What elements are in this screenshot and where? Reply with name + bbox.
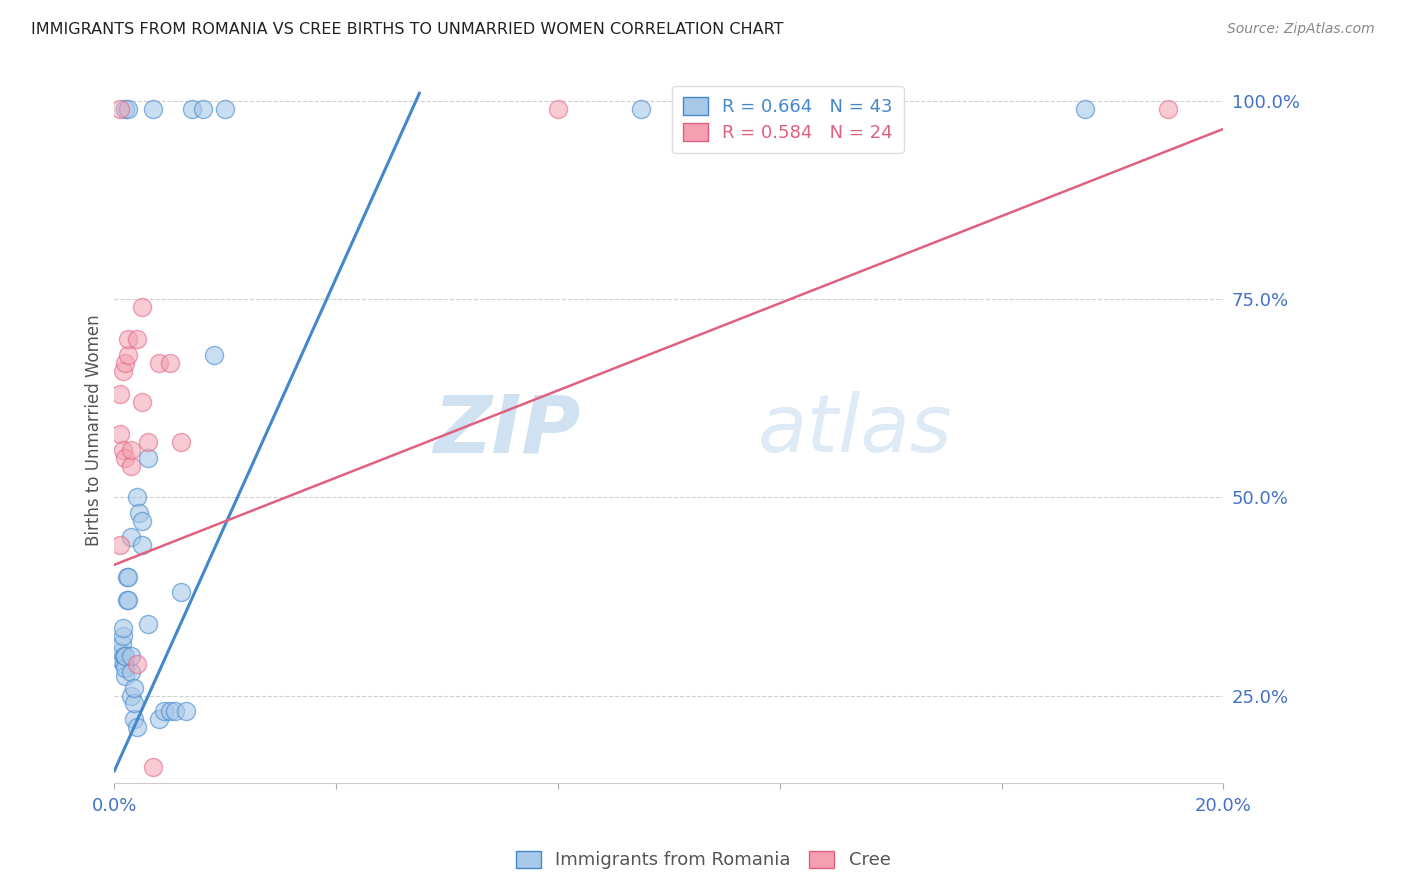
- Point: [111, 637, 134, 651]
- Point: [170, 434, 193, 449]
- Point: [111, 629, 134, 643]
- Point: [630, 102, 652, 116]
- Point: [181, 102, 204, 116]
- Point: [148, 712, 170, 726]
- Point: [142, 102, 165, 116]
- Point: [111, 363, 134, 377]
- Point: [117, 102, 139, 116]
- Point: [131, 395, 153, 409]
- Point: [125, 491, 148, 505]
- Point: [112, 657, 135, 671]
- Point: [110, 645, 132, 659]
- Point: [108, 538, 131, 552]
- Point: [131, 514, 153, 528]
- Point: [142, 760, 165, 774]
- Point: [120, 648, 142, 663]
- Point: [114, 102, 136, 116]
- Point: [112, 621, 135, 635]
- Point: [120, 530, 142, 544]
- Point: [136, 434, 159, 449]
- Point: [125, 332, 148, 346]
- Point: [1157, 102, 1180, 116]
- Point: [122, 712, 145, 726]
- Point: [120, 665, 142, 679]
- Point: [165, 704, 187, 718]
- Point: [1073, 102, 1095, 116]
- Point: [120, 442, 142, 457]
- Point: [110, 653, 132, 667]
- Point: [202, 348, 225, 362]
- Point: [112, 648, 135, 663]
- Point: [214, 102, 236, 116]
- Point: [131, 300, 153, 314]
- Point: [128, 506, 150, 520]
- Text: atlas: atlas: [758, 391, 952, 469]
- Point: [191, 102, 214, 116]
- Point: [115, 593, 138, 607]
- Point: [148, 356, 170, 370]
- Point: [114, 450, 136, 465]
- Point: [108, 387, 131, 401]
- Point: [136, 617, 159, 632]
- Point: [108, 427, 131, 442]
- Text: ZIP: ZIP: [433, 391, 581, 469]
- Point: [879, 102, 901, 116]
- Point: [117, 569, 139, 583]
- Point: [117, 593, 139, 607]
- Point: [125, 720, 148, 734]
- Point: [159, 704, 181, 718]
- Point: [111, 442, 134, 457]
- Text: IMMIGRANTS FROM ROMANIA VS CREE BIRTHS TO UNMARRIED WOMEN CORRELATION CHART: IMMIGRANTS FROM ROMANIA VS CREE BIRTHS T…: [31, 22, 783, 37]
- Point: [153, 704, 176, 718]
- Point: [125, 657, 148, 671]
- Point: [131, 538, 153, 552]
- Point: [114, 648, 136, 663]
- Point: [115, 569, 138, 583]
- Point: [547, 102, 569, 116]
- Point: [108, 102, 131, 116]
- Point: [120, 689, 142, 703]
- Point: [136, 450, 159, 465]
- Legend: R = 0.664   N = 43, R = 0.584   N = 24: R = 0.664 N = 43, R = 0.584 N = 24: [672, 87, 904, 153]
- Point: [114, 661, 136, 675]
- Point: [176, 704, 198, 718]
- Legend: Immigrants from Romania, Cree: Immigrants from Romania, Cree: [506, 842, 900, 879]
- Point: [114, 669, 136, 683]
- Point: [117, 348, 139, 362]
- Point: [120, 458, 142, 473]
- Point: [117, 332, 139, 346]
- Point: [122, 697, 145, 711]
- Point: [122, 681, 145, 695]
- Y-axis label: Births to Unmarried Women: Births to Unmarried Women: [86, 314, 103, 546]
- Text: Source: ZipAtlas.com: Source: ZipAtlas.com: [1227, 22, 1375, 37]
- Point: [159, 356, 181, 370]
- Point: [170, 585, 193, 599]
- Point: [114, 356, 136, 370]
